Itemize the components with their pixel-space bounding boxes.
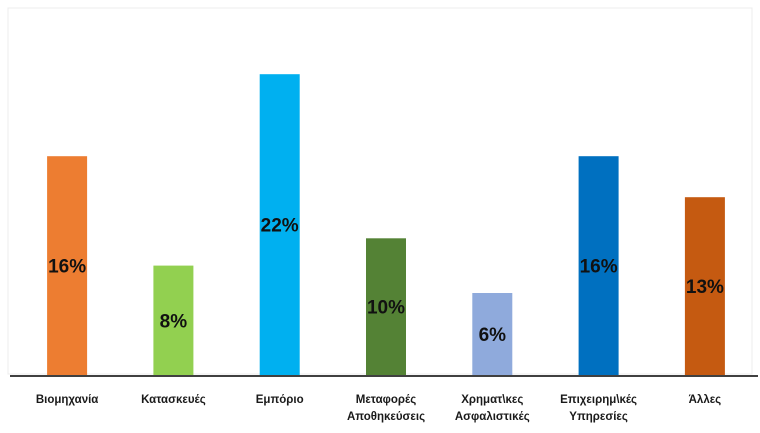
category-label-line: Μεταφορές [356, 394, 416, 406]
category-label-5: Χρηματ\κες Ασφαλιστικές [455, 394, 530, 423]
bar-7 [684, 197, 725, 375]
category-label-6: Επιχειρημ\κές Υπηρεσίες [560, 394, 637, 423]
category-label-7: Άλλες [689, 394, 722, 406]
category-label-line: Υπηρεσίες [569, 411, 628, 423]
category-label-2: Κατασκευές [141, 394, 206, 406]
category-label-4: Μεταφορές Αποθηκεύσεις [347, 394, 425, 423]
category-label-line: Χρηματ\κες [461, 394, 523, 406]
category-label-line: Κατασκευές [141, 394, 206, 406]
bar-5 [472, 293, 513, 375]
bar-1 [47, 156, 88, 375]
category-label-line: Βιομηχανία [36, 394, 99, 406]
data-label-1: 16% [48, 257, 86, 278]
category-label-line: Ασφαλιστικές [455, 411, 530, 423]
data-label-2: 8% [160, 311, 188, 332]
data-labels-layer: 16% 8% 22% 10% 6% 16% 13% [48, 216, 724, 346]
category-label-1: Βιομηχανία [36, 394, 99, 406]
bar-2 [153, 265, 194, 375]
category-label-3: Εμπόριο [256, 394, 304, 406]
category-label-line: Εμπόριο [256, 394, 304, 406]
data-label-3: 22% [261, 216, 299, 237]
category-label-line: Επιχειρημ\κές [560, 394, 637, 406]
bar-3 [259, 74, 300, 375]
bar-6 [578, 156, 619, 375]
bars-layer [47, 74, 725, 375]
category-label-line: Αποθηκεύσεις [347, 411, 425, 423]
data-label-7: 13% [686, 277, 724, 298]
data-label-5: 6% [479, 325, 507, 346]
data-label-6: 16% [580, 257, 618, 278]
category-labels-layer: Βιομηχανία Κατασκευές Εμπόριο Μεταφορές Αποθ… [36, 394, 721, 423]
bar-4 [366, 238, 406, 375]
data-label-4: 10% [367, 298, 405, 319]
category-label-line: Άλλες [689, 394, 722, 406]
